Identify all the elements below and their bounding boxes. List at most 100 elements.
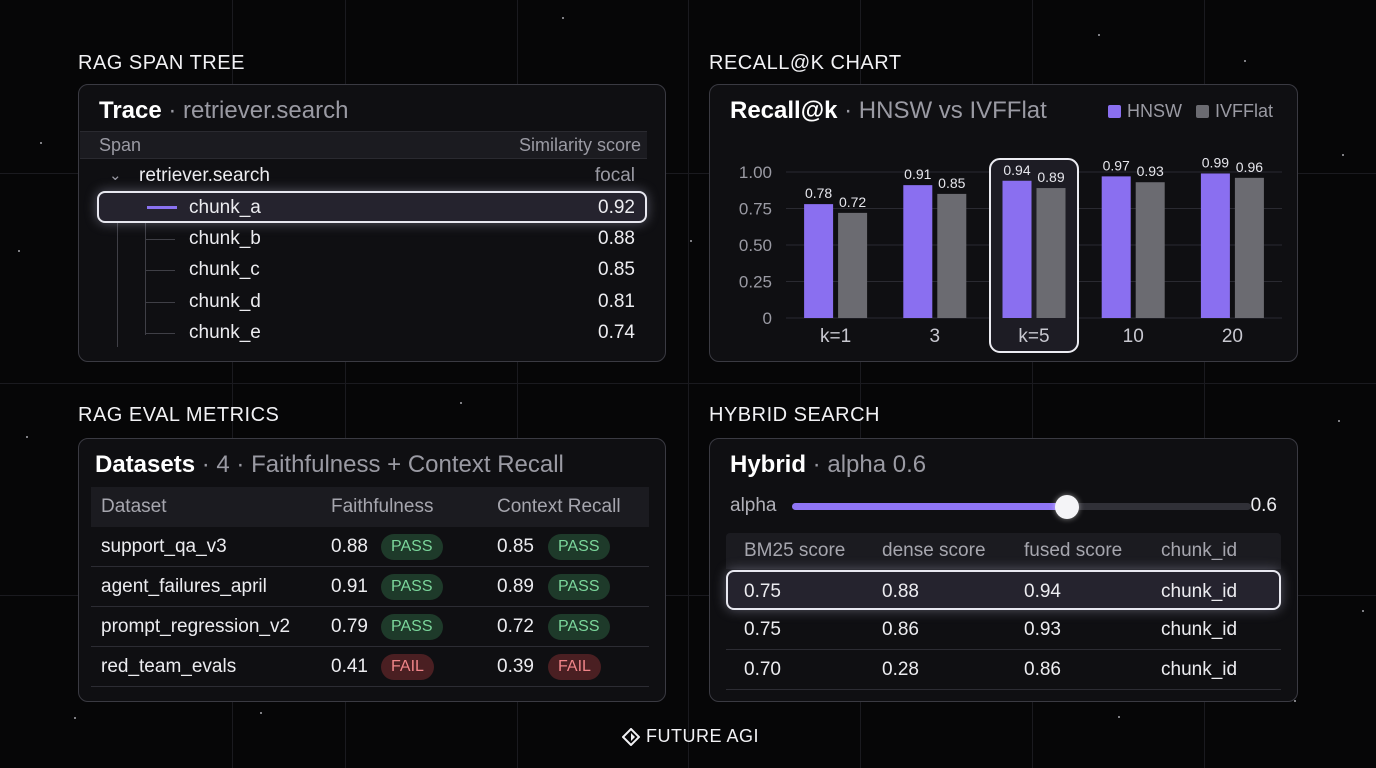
x-tick-label: k=5 xyxy=(1018,326,1049,347)
datasets-header: Datasets · 4 · Faithfulness + Context Re… xyxy=(95,451,564,479)
status-badge: PASS xyxy=(548,574,610,600)
faithfulness-value: 0.91 xyxy=(331,576,368,597)
y-tick-label: 0.25 xyxy=(739,273,772,292)
tree-row-chunk-a[interactable]: chunk_a 0.92 xyxy=(97,191,647,223)
x-tick-label: k=1 xyxy=(820,326,851,347)
status-badge: PASS xyxy=(548,614,610,640)
tree-row-score: 0.88 xyxy=(598,228,635,249)
column-chunk-id: chunk_id xyxy=(1161,540,1238,561)
column-dataset: Dataset xyxy=(101,496,167,517)
data-label: 0.94 xyxy=(1003,162,1030,178)
data-label: 0.78 xyxy=(805,185,832,201)
tree-row-chunk-c[interactable]: chunk_c 0.85 xyxy=(79,255,665,285)
table-row[interactable]: prompt_regression_v2 0.79 PASS 0.72 PASS xyxy=(91,607,649,647)
column-similarity-score: Similarity score xyxy=(518,135,641,155)
tree-branch xyxy=(145,333,175,334)
section-title-eval-metrics: RAG EVAL METRICS xyxy=(78,404,280,426)
datasets-table-header: Dataset Faithfulness Context Recall xyxy=(91,487,649,527)
y-tick-label: 1.00 xyxy=(739,163,772,182)
hybrid-table-header: BM25 score dense score fused score chunk… xyxy=(726,533,1281,569)
context-recall-value: 0.89 xyxy=(497,576,534,597)
y-tick-label: 0.75 xyxy=(739,200,772,219)
tree-row-chunk-d[interactable]: chunk_d 0.81 xyxy=(79,287,665,317)
bar-ivfflat xyxy=(1135,182,1165,318)
bar-ivfflat xyxy=(937,193,967,318)
tree-row-name: chunk_a xyxy=(189,197,261,218)
fused-score: 0.94 xyxy=(1024,581,1061,602)
datasets-title: Datasets xyxy=(95,451,196,478)
dataset-name: prompt_regression_v2 xyxy=(101,616,291,637)
alpha-slider[interactable] xyxy=(792,495,1251,519)
hybrid-search-card: Hybrid · alpha 0.6 alpha 0.6 BM25 score … xyxy=(709,438,1298,702)
chevron-down-icon[interactable]: ⌄ xyxy=(109,167,122,184)
bar-ivfflat xyxy=(1234,177,1264,318)
column-dense-score: dense score xyxy=(882,540,986,561)
y-tick-label: 0.50 xyxy=(739,236,772,255)
section-title-recall-chart: RECALL@K CHART xyxy=(709,52,902,74)
trace-subtitle: · retriever.search xyxy=(161,97,349,124)
data-label: 0.89 xyxy=(1037,169,1064,185)
context-recall-value: 0.85 xyxy=(497,536,534,557)
column-context-recall: Context Recall xyxy=(497,496,621,517)
recall-chart-card: Recall@k · HNSW vs IVFFlat HNSW IVFFlat … xyxy=(709,84,1298,362)
tree-branch xyxy=(145,270,175,271)
chunk-id: chunk_id xyxy=(1161,659,1238,680)
section-title-span-tree: RAG SPAN TREE xyxy=(78,52,245,74)
tree-row-chunk-e[interactable]: chunk_e 0.74 xyxy=(79,318,665,348)
legend-item-ivfflat[interactable]: IVFFlat xyxy=(1195,101,1273,122)
table-row[interactable]: 0.75 0.88 0.94 chunk_id xyxy=(726,570,1281,610)
bar-hnsw xyxy=(1002,180,1032,318)
table-row[interactable]: 0.70 0.28 0.86 chunk_id xyxy=(726,650,1281,690)
chunk-id: chunk_id xyxy=(1161,581,1238,602)
span-tree-column-header: Span Similarity score xyxy=(80,131,647,159)
bm25-score: 0.70 xyxy=(744,659,781,680)
dataset-name: support_qa_v3 xyxy=(101,536,227,557)
legend-label: HNSW xyxy=(1126,101,1182,121)
column-faithfulness: Faithfulness xyxy=(331,496,434,517)
table-row[interactable]: 0.75 0.86 0.93 chunk_id xyxy=(726,610,1281,650)
context-recall-value: 0.39 xyxy=(497,656,534,677)
column-bm25-score: BM25 score xyxy=(744,540,846,561)
data-label: 0.91 xyxy=(904,166,931,182)
bar-hnsw xyxy=(1200,173,1230,318)
alpha-slider-handle[interactable] xyxy=(1055,495,1080,519)
x-tick-label: 10 xyxy=(1123,326,1144,347)
recall-bar-chart: 0 0.25 0.50 0.75 1.00 0.78 0.72 k=1 0.91 0.85 3 0.9… xyxy=(739,154,1282,353)
tree-branch xyxy=(147,206,177,209)
bar-hnsw xyxy=(1101,176,1131,318)
legend-label: IVFFlat xyxy=(1214,101,1273,121)
x-tick-label: 3 xyxy=(930,326,941,347)
bm25-score: 0.75 xyxy=(744,619,781,640)
dense-score: 0.28 xyxy=(882,659,919,680)
tree-row-score: 0.92 xyxy=(598,197,635,218)
legend-swatch xyxy=(1195,105,1209,118)
data-label: 0.96 xyxy=(1236,159,1263,175)
tree-row-name: chunk_d xyxy=(189,291,261,312)
bar-ivfflat xyxy=(838,212,868,318)
recall-title: Recall@k xyxy=(730,97,838,124)
trace-title: Trace xyxy=(99,97,162,124)
status-badge: PASS xyxy=(381,534,443,560)
faithfulness-value: 0.79 xyxy=(331,616,368,637)
data-label: 0.99 xyxy=(1202,154,1229,170)
dataset-name: agent_failures_april xyxy=(101,576,267,597)
alpha-slider-label: alpha xyxy=(730,495,777,516)
table-row[interactable]: agent_failures_april 0.91 PASS 0.89 PASS xyxy=(91,567,649,607)
status-badge: PASS xyxy=(381,614,443,640)
y-tick-label: 0 xyxy=(763,309,772,328)
fused-score: 0.86 xyxy=(1024,659,1061,680)
faithfulness-value: 0.88 xyxy=(331,536,368,557)
table-row[interactable]: red_team_evals 0.41 FAIL 0.39 FAIL xyxy=(91,647,649,687)
fused-score: 0.93 xyxy=(1024,619,1061,640)
tree-row-chunk-b[interactable]: chunk_b 0.88 xyxy=(79,224,665,254)
status-badge: PASS xyxy=(381,574,443,600)
data-label: 0.97 xyxy=(1103,157,1130,173)
brand-name: FUTURE AGI xyxy=(646,726,760,746)
legend-item-hnsw[interactable]: HNSW xyxy=(1107,101,1182,122)
hybrid-title: Hybrid xyxy=(730,451,807,478)
tree-row-root[interactable]: ⌄ retriever.search focal xyxy=(79,161,665,191)
faithfulness-value: 0.41 xyxy=(331,656,368,677)
tree-row-score: 0.74 xyxy=(598,322,635,343)
table-row[interactable]: support_qa_v3 0.88 PASS 0.85 PASS xyxy=(91,527,649,567)
tree-row-name: retriever.search xyxy=(139,165,270,186)
